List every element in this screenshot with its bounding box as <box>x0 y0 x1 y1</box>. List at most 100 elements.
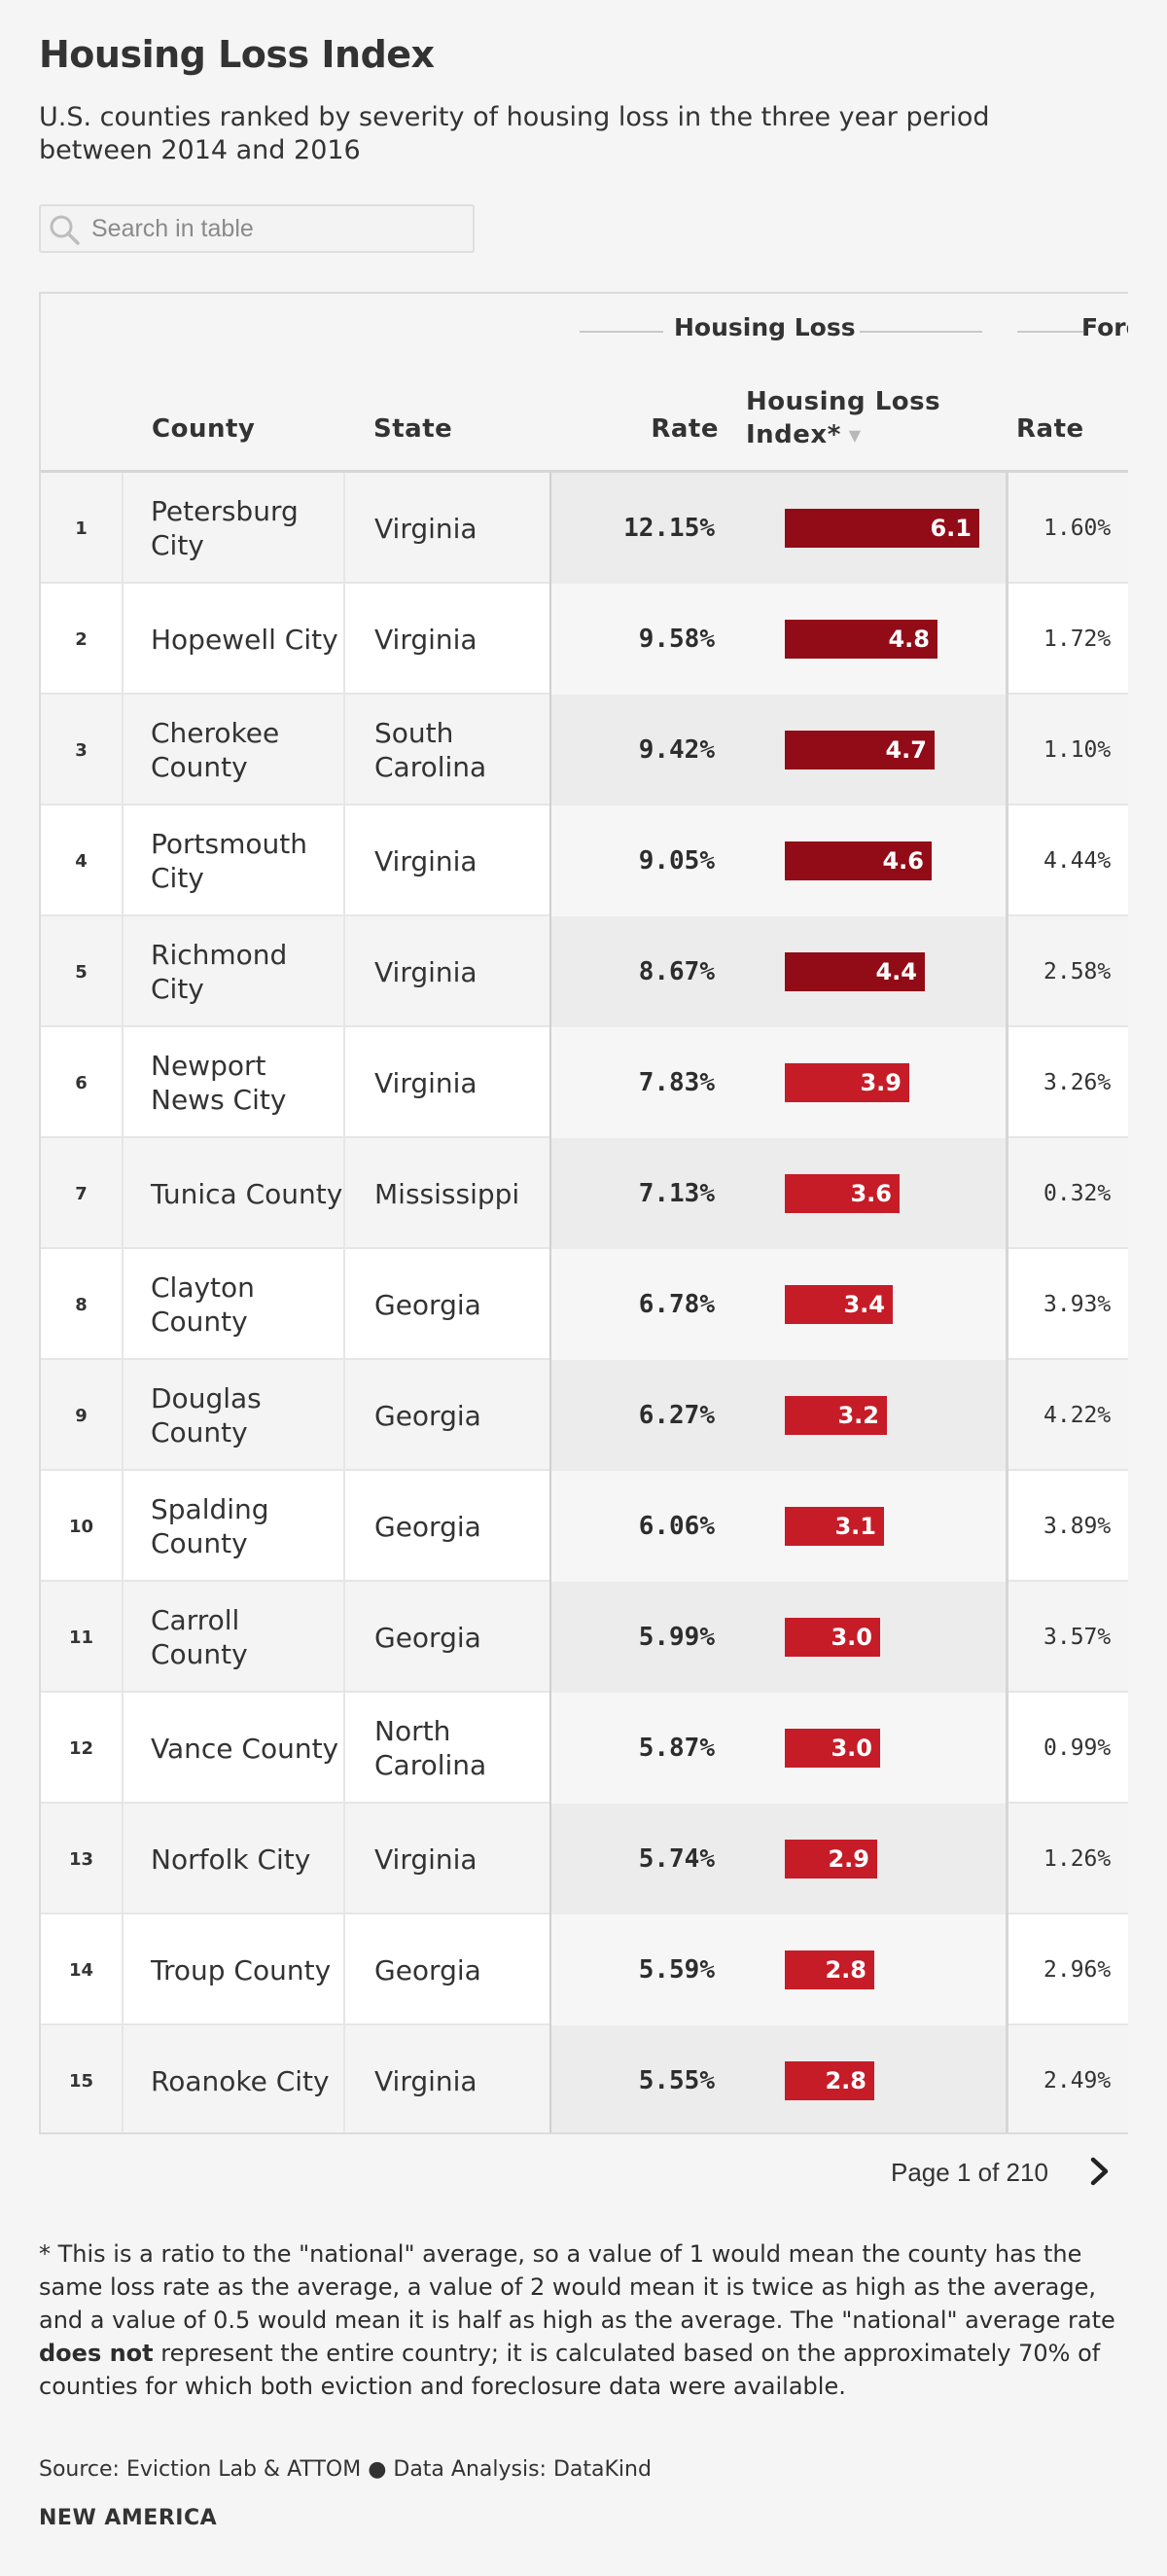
county-cell: Newport News City <box>124 1027 345 1138</box>
index-bar-label: 2.9 <box>828 1845 869 1873</box>
table-row: 9 Douglas County Georgia 6.27% 3.2 4.22% <box>41 1360 1128 1471</box>
foreclosure-rate-cell: 2.49% <box>1043 2068 1112 2093</box>
column-header-foreclosure-rate[interactable]: Rate <box>1016 414 1084 444</box>
page-title: Housing Loss Index <box>39 33 435 76</box>
rank-cell: 5 <box>41 916 124 1027</box>
rank-cell: 3 <box>41 695 124 805</box>
index-bar: 4.4 <box>785 952 925 991</box>
index-cell: 4.7 <box>719 695 1008 805</box>
data-table: Housing Loss Fore County State Rate Hous… <box>39 292 1128 2134</box>
foreclosure-rate-cell: 3.93% <box>1043 1292 1112 1317</box>
search-input[interactable] <box>91 212 461 245</box>
county-cell: Roanoke City <box>124 2025 345 2132</box>
group-divider-line <box>1017 331 1083 333</box>
search-box[interactable] <box>39 204 475 253</box>
rate-cell: 5.59% <box>638 1955 715 1985</box>
index-bar-label: 2.8 <box>825 2067 866 2094</box>
footnote: * This is a ratio to the "national" aver… <box>39 2237 1128 2403</box>
chevron-right-icon[interactable] <box>1079 2152 1118 2191</box>
index-bar-label: 3.0 <box>831 1735 872 1762</box>
table-row: 7 Tunica County Mississippi 7.13% 3.6 0.32% <box>41 1138 1128 1249</box>
group-header-foreclosure: Fore <box>1081 313 1128 341</box>
foreclosure-rate-cell: 4.44% <box>1043 848 1112 874</box>
sort-descending-icon: ▼ <box>848 425 862 445</box>
state-cell: Virginia <box>345 473 551 584</box>
index-bar: 3.6 <box>785 1174 900 1213</box>
index-bar: 4.8 <box>785 620 937 659</box>
highlight-column-background <box>551 1582 1008 1693</box>
table-row: 5 Richmond City Virginia 8.67% 4.4 2.58% <box>41 916 1128 1027</box>
footnote-text-2: represent the entire country; it is calc… <box>39 2340 1101 2400</box>
state-cell: Virginia <box>345 1804 551 1914</box>
highlight-column-background <box>551 1027 1008 1138</box>
index-cell: 6.1 <box>719 473 1008 584</box>
column-header-rate[interactable]: Rate <box>651 414 719 444</box>
state-cell: Georgia <box>345 1914 551 2025</box>
index-bar: 3.0 <box>785 1729 880 1768</box>
index-bar: 3.9 <box>785 1063 909 1102</box>
rate-cell: 8.67% <box>638 957 715 986</box>
index-cell: 4.4 <box>719 916 1008 1027</box>
column-header-housing-loss-index[interactable]: Housing Loss Index* ▼ <box>746 385 940 452</box>
rate-cell: 9.58% <box>638 625 715 654</box>
rate-cell: 6.78% <box>638 1290 715 1319</box>
index-bar-label: 3.0 <box>831 1624 872 1651</box>
rate-cell: 9.05% <box>638 846 715 876</box>
state-cell: Virginia <box>345 916 551 1027</box>
footnote-emphasis: does not <box>39 2340 154 2367</box>
county-cell: Spalding County <box>124 1471 345 1582</box>
county-cell: Troup County <box>124 1914 345 2025</box>
state-cell: Georgia <box>345 1582 551 1693</box>
table-row: 11 Carroll County Georgia 5.99% 3.0 3.57% <box>41 1582 1128 1693</box>
rate-cell: 6.27% <box>638 1401 715 1430</box>
brand-logo-text[interactable]: NEW AMERICA <box>39 2506 218 2530</box>
foreclosure-rate-cell: 0.32% <box>1043 1181 1112 1206</box>
table-row: 12 Vance County North Carolina 5.87% 3.0 0.99… <box>41 1693 1128 1804</box>
rank-cell: 7 <box>41 1138 124 1249</box>
table-row: 3 Cherokee County South Carolina 9.42% 4.7 1.… <box>41 695 1128 805</box>
county-cell: Douglas County <box>124 1360 345 1471</box>
foreclosure-rate-cell: 3.26% <box>1043 1070 1112 1095</box>
column-header-state[interactable]: State <box>373 414 453 444</box>
rank-cell: 2 <box>41 584 124 695</box>
county-cell: Vance County <box>124 1693 345 1804</box>
foreclosure-rate-cell: 1.10% <box>1043 737 1112 763</box>
index-bar: 3.2 <box>785 1396 887 1435</box>
column-header-index-line2: Index* <box>746 420 841 449</box>
county-cell: Clayton County <box>124 1249 345 1360</box>
index-cell: 3.4 <box>719 1249 1008 1360</box>
index-cell: 3.2 <box>719 1360 1008 1471</box>
rank-cell: 6 <box>41 1027 124 1138</box>
state-cell: North Carolina <box>345 1693 551 1804</box>
table-row: 10 Spalding County Georgia 6.06% 3.1 3.89% <box>41 1471 1128 1582</box>
county-cell: Hopewell City <box>124 584 345 695</box>
index-cell: 3.1 <box>719 1471 1008 1582</box>
index-bar-label: 3.2 <box>837 1402 879 1429</box>
foreclosure-rate-cell: 1.72% <box>1043 626 1112 652</box>
foreclosure-rate-cell: 2.58% <box>1043 959 1112 984</box>
rank-cell: 9 <box>41 1360 124 1471</box>
index-bar-label: 3.4 <box>843 1291 885 1318</box>
highlight-column-background <box>551 805 1008 916</box>
state-cell: Georgia <box>345 1471 551 1582</box>
table-row: 6 Newport News City Virginia 7.83% 3.9 3.26% <box>41 1027 1128 1138</box>
state-cell: Georgia <box>345 1249 551 1360</box>
index-cell: 2.8 <box>719 2025 1008 2132</box>
highlight-column-background <box>551 1914 1008 2025</box>
state-cell: Mississippi <box>345 1138 551 1249</box>
index-bar-label: 3.6 <box>850 1180 892 1207</box>
highlight-column-background <box>551 1138 1008 1249</box>
foreclosure-rate-cell: 2.96% <box>1043 1957 1112 1983</box>
county-cell: Richmond City <box>124 916 345 1027</box>
index-bar-label: 3.9 <box>860 1069 902 1096</box>
state-cell: Virginia <box>345 584 551 695</box>
rank-cell: 8 <box>41 1249 124 1360</box>
index-bar: 3.4 <box>785 1285 893 1324</box>
highlight-column-background <box>551 1471 1008 1582</box>
highlight-column-background <box>551 1360 1008 1471</box>
rank-cell: 14 <box>41 1914 124 2025</box>
index-bar: 3.0 <box>785 1618 880 1657</box>
column-header-county[interactable]: County <box>152 414 256 444</box>
highlight-column-background <box>551 1249 1008 1360</box>
index-bar-label: 4.7 <box>885 736 927 764</box>
